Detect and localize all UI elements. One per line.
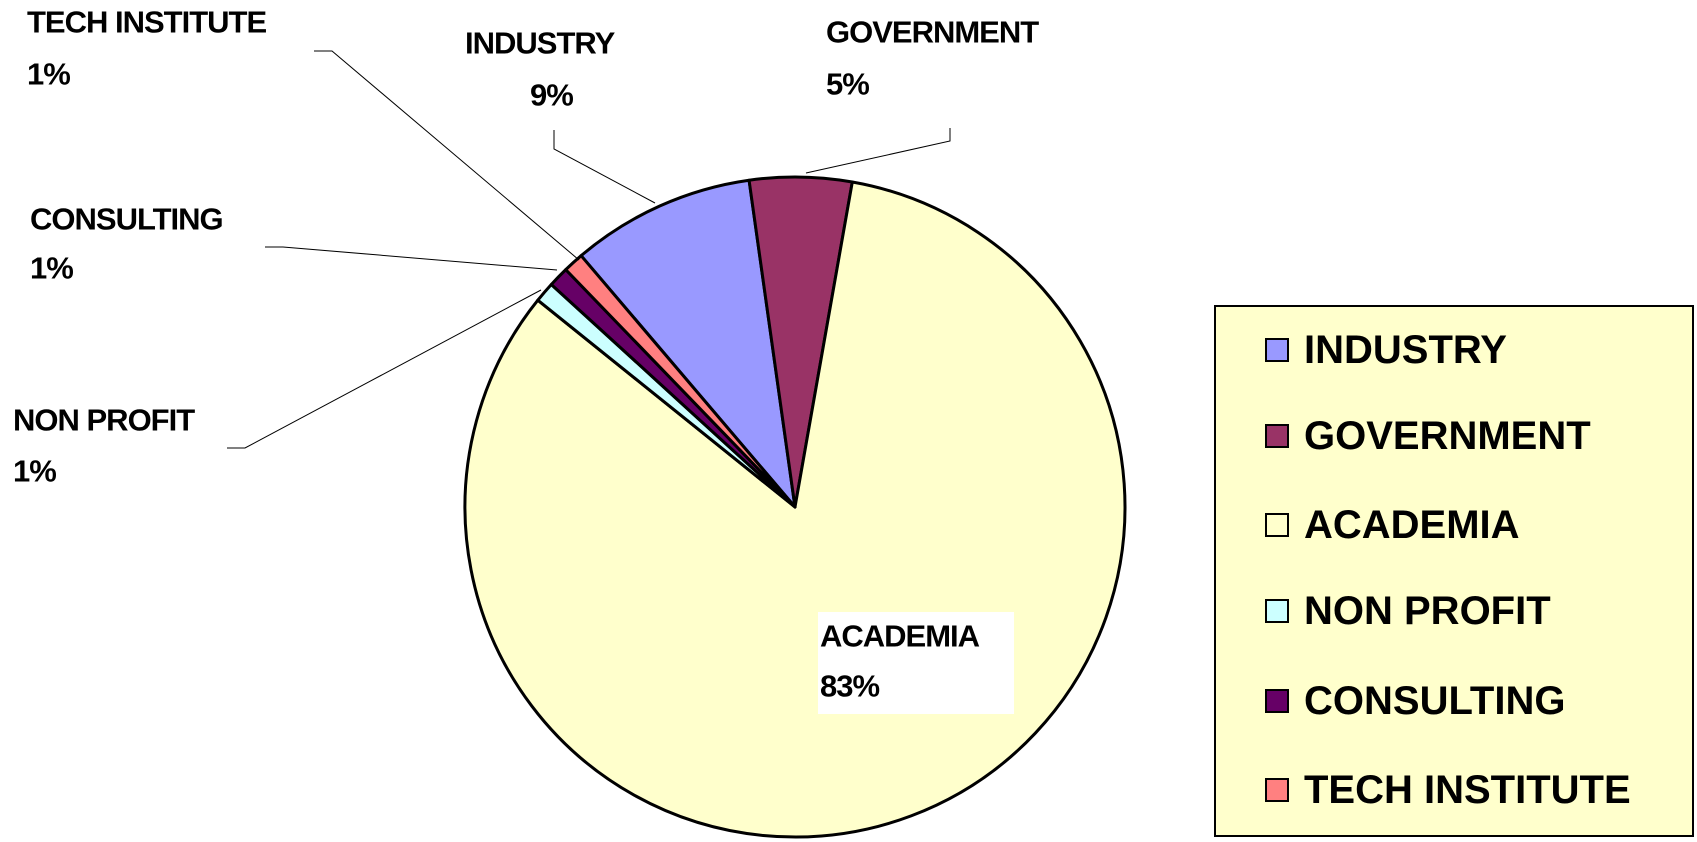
slice-value-label: 9% — [530, 78, 573, 113]
legend-label: GOVERNMENT — [1304, 414, 1591, 458]
legend-label: NON PROFIT — [1304, 589, 1551, 633]
label-background — [818, 612, 1014, 714]
legend-swatch — [1265, 689, 1289, 713]
legend-swatch — [1265, 424, 1289, 448]
legend-swatch — [1265, 599, 1289, 623]
leader-line — [314, 50, 580, 261]
pie-slice — [579, 178, 797, 509]
slice-label: TECH INSTITUTE — [27, 5, 266, 40]
legend-swatch — [1265, 513, 1289, 537]
slice-label: INDUSTRY — [465, 26, 616, 61]
legend-label: INDUSTRY — [1304, 328, 1507, 372]
pie-slice — [564, 254, 797, 509]
slice-value-label: 1% — [30, 251, 73, 286]
slice-label: GOVERNMENT — [826, 15, 1039, 50]
slice-value-label: 5% — [826, 67, 869, 102]
slice-value-label: 1% — [27, 57, 70, 92]
slice-label: NON PROFIT — [13, 403, 195, 438]
legend-swatch — [1265, 778, 1289, 802]
slice-value-label: 83% — [820, 669, 879, 704]
slice-label: CONSULTING — [30, 202, 223, 237]
leader-line — [227, 289, 542, 449]
legend-label: TECH INSTITUTE — [1304, 768, 1631, 812]
legend-label: CONSULTING — [1304, 679, 1565, 723]
slice-value-label: 1% — [13, 454, 56, 489]
slice-label: ACADEMIA — [820, 619, 980, 654]
leader-line — [265, 246, 558, 271]
legend-box — [1214, 305, 1694, 837]
leader-line — [553, 130, 656, 204]
legend-swatch — [1265, 338, 1289, 362]
legend-label: ACADEMIA — [1304, 503, 1520, 547]
leader-line — [805, 128, 951, 174]
